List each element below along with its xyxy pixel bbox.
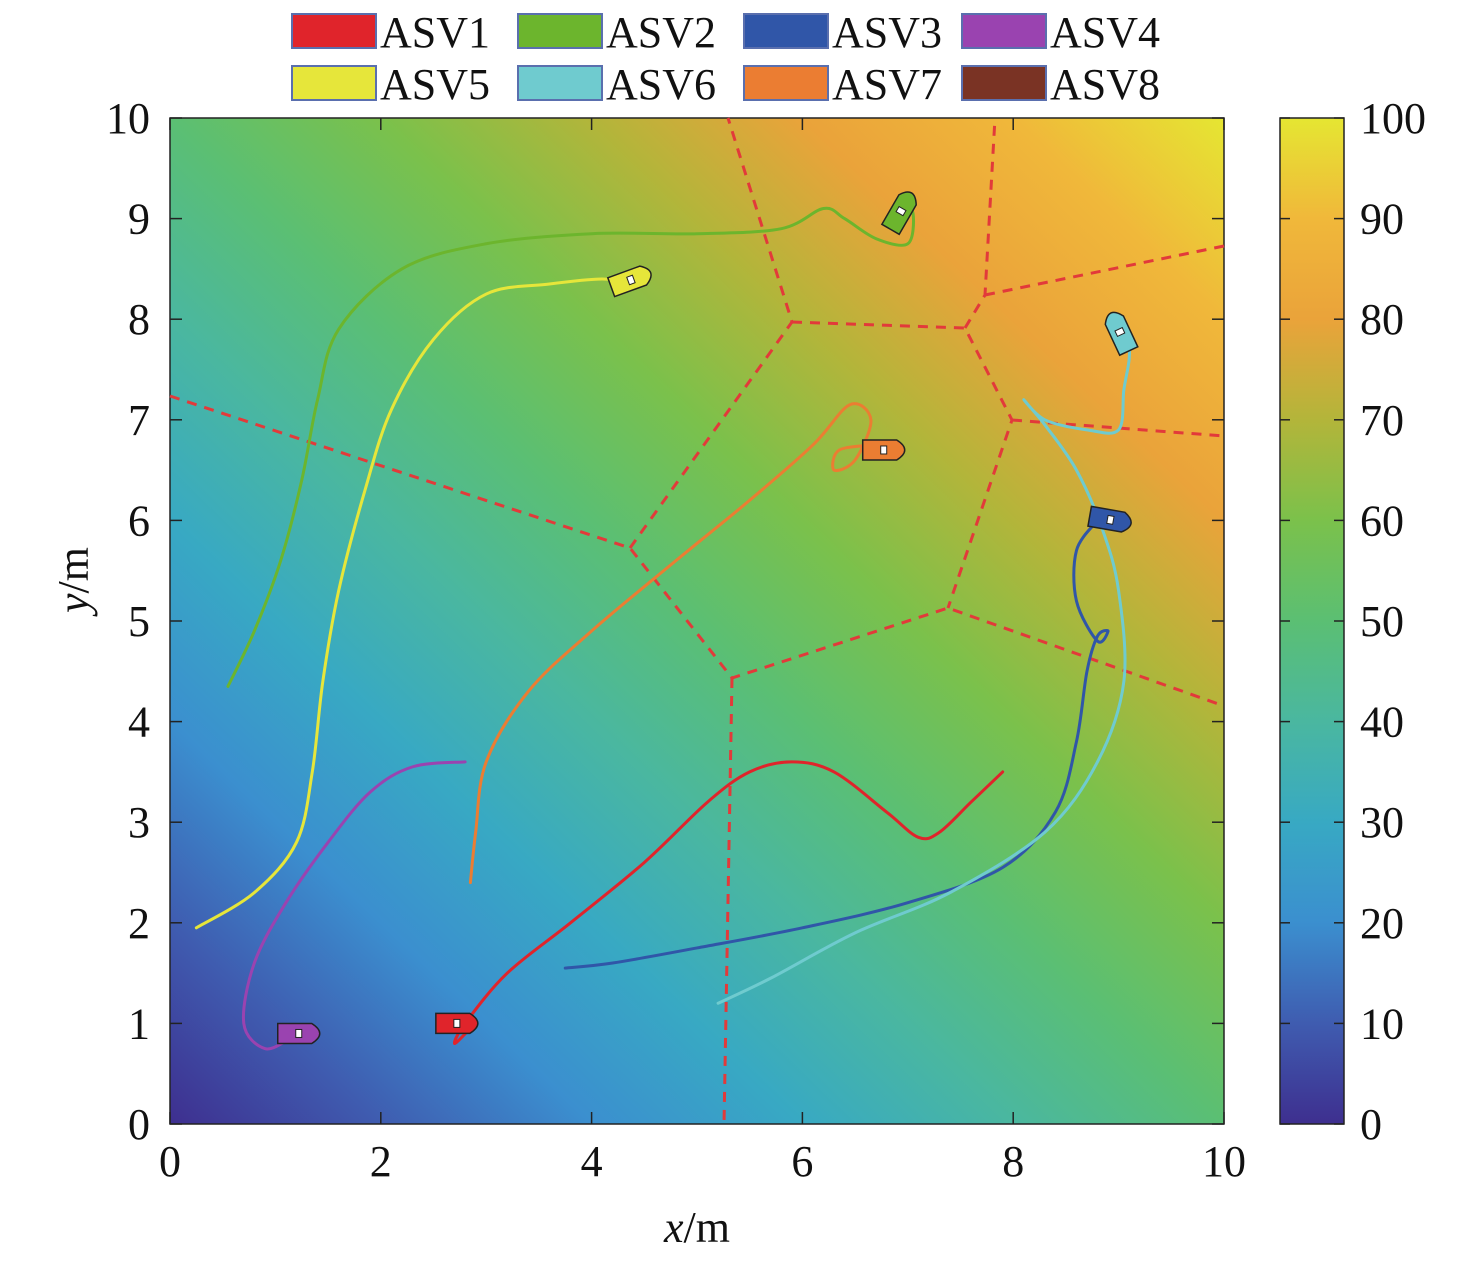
x-tick-label: 2 xyxy=(370,1137,392,1186)
voronoi-edge xyxy=(722,677,734,1125)
legend-swatch xyxy=(743,13,829,49)
colorbar-tick-label: 90 xyxy=(1360,195,1404,244)
plot-field xyxy=(169,117,1225,1125)
y-tick-label: 7 xyxy=(128,396,150,445)
y-tick-label: 2 xyxy=(128,899,150,948)
voronoi-edge xyxy=(984,244,1225,297)
colorbar-tick-label: 80 xyxy=(1360,295,1404,344)
trajectory-asv7 xyxy=(468,402,878,885)
legend-item-asv3: ASV3 xyxy=(743,8,942,57)
y-tick-label: 4 xyxy=(128,698,150,747)
colorbar-tick-label: 50 xyxy=(1360,597,1404,646)
trajectory-asv1 xyxy=(452,760,1005,1046)
boat-asv5 xyxy=(606,265,652,298)
x-axis: 0 2 4 6 8 10 xyxy=(159,118,1246,1186)
legend: ASV1 ASV2 ASV3 ASV4 ASV5 ASV6 ASV7 ASV8 xyxy=(291,8,1160,109)
legend-label: ASV8 xyxy=(1050,60,1160,109)
legend-label: ASV3 xyxy=(832,8,942,57)
legend-item-asv7: ASV7 xyxy=(743,60,942,109)
x-tick-label: 10 xyxy=(1202,1137,1246,1186)
boat-asv1 xyxy=(435,1012,479,1035)
y-tick-label: 10 xyxy=(106,94,150,143)
y-tick-label: 8 xyxy=(128,295,150,344)
legend-swatch xyxy=(291,13,377,49)
colorbar-ticks: 0 10 20 30 40 50 60 70 80 90 100 xyxy=(1280,94,1426,1149)
y-tick-label: 5 xyxy=(128,597,150,646)
y-tick-label: 6 xyxy=(128,496,150,545)
legend-label: ASV5 xyxy=(380,60,490,109)
y-axis-label: y/m xyxy=(49,547,98,617)
legend-item-asv8: ASV8 xyxy=(961,60,1160,109)
colorbar-tick-label: 30 xyxy=(1360,798,1404,847)
legend-swatch xyxy=(517,13,603,49)
trajectory-asv4 xyxy=(241,760,467,1051)
legend-label: ASV4 xyxy=(1050,8,1160,57)
trajectories xyxy=(194,202,1132,1051)
colorbar xyxy=(1279,117,1345,1125)
colorbar-tick-label: 60 xyxy=(1360,496,1404,545)
colorbar-tick-label: 100 xyxy=(1360,94,1426,143)
boats xyxy=(277,191,1139,1045)
colorbar-tick-label: 70 xyxy=(1360,396,1404,445)
legend-item-asv6: ASV6 xyxy=(517,60,716,109)
boat-asv4 xyxy=(277,1022,321,1045)
colorbar-tick-label: 40 xyxy=(1360,698,1404,747)
y-tick-label: 3 xyxy=(128,798,150,847)
colorbar-tick-label: 0 xyxy=(1360,1100,1382,1149)
legend-swatch xyxy=(961,65,1047,101)
legend-label: ASV7 xyxy=(832,60,942,109)
x-tick-label: 4 xyxy=(581,1137,603,1186)
trajectory-asv5 xyxy=(194,277,636,930)
x-tick-label: 6 xyxy=(791,1137,813,1186)
x-axis-label: x/m xyxy=(663,1203,730,1252)
legend-swatch xyxy=(961,13,1047,49)
boat-asv2 xyxy=(880,191,917,236)
legend-item-asv1: ASV1 xyxy=(291,8,490,57)
legend-item-asv2: ASV2 xyxy=(517,8,716,57)
voronoi-edge xyxy=(791,320,1014,609)
legend-label: ASV1 xyxy=(380,8,490,57)
trajectory-asv3 xyxy=(563,518,1110,970)
y-axis: 0 1 2 3 4 5 6 7 8 9 10 xyxy=(106,94,1224,1149)
colorbar-tick-label: 20 xyxy=(1360,899,1404,948)
legend-label: ASV2 xyxy=(606,8,716,57)
legend-item-asv5: ASV5 xyxy=(291,60,490,109)
legend-label: ASV6 xyxy=(606,60,716,109)
legend-item-asv4: ASV4 xyxy=(961,8,1160,57)
x-tick-label: 8 xyxy=(1002,1137,1024,1186)
trajectory-asv6 xyxy=(716,332,1132,1005)
trajectory-asv2 xyxy=(226,202,915,688)
legend-swatch xyxy=(517,65,603,101)
boat-asv6 xyxy=(1104,311,1139,357)
legend-swatch xyxy=(743,65,829,101)
y-tick-label: 1 xyxy=(128,999,150,1048)
colorbar-tick-label: 10 xyxy=(1360,999,1404,1048)
boat-asv7 xyxy=(861,439,906,461)
boat-asv3 xyxy=(1087,505,1132,533)
voronoi-partition xyxy=(169,117,1225,1125)
y-tick-label: 0 xyxy=(128,1100,150,1149)
legend-swatch xyxy=(291,65,377,101)
y-tick-label: 9 xyxy=(128,195,150,244)
x-tick-label: 0 xyxy=(159,1137,181,1186)
